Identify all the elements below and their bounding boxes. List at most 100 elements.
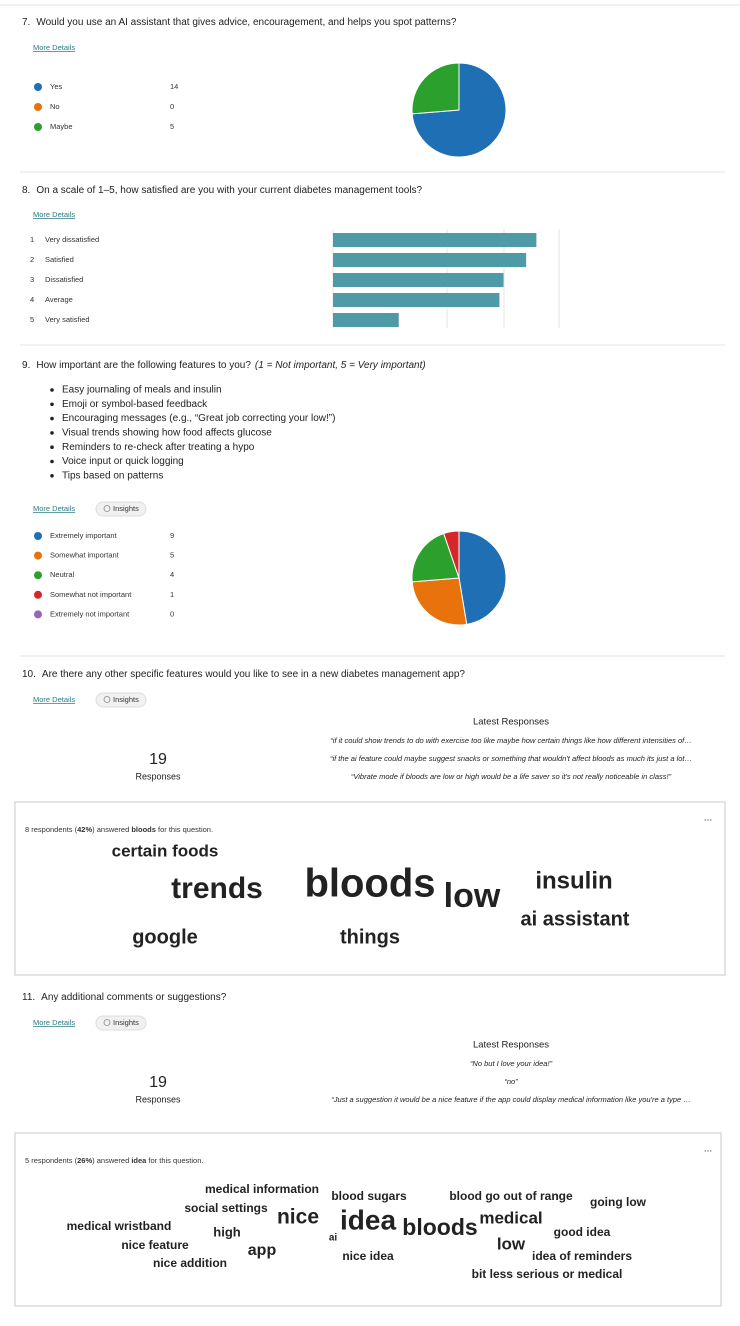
word-cloud-word: going low [590, 1195, 647, 1209]
word-cloud-summary: 8 respondents (42%) answered bloods for … [25, 825, 213, 834]
card-menu[interactable]: ... [704, 813, 712, 824]
latest-response: “No but I love your idea!” [470, 1059, 553, 1068]
more-details-link[interactable]: More Details [33, 504, 75, 513]
question-title-part: (1 = Not important, 5 = Very important) [255, 360, 426, 371]
bar-label: Satisfied [45, 255, 74, 264]
pie-slice [411, 62, 460, 115]
more-details-link[interactable]: More Details [33, 43, 75, 52]
question-title-part: Any additional comments or suggestions? [41, 992, 227, 1003]
bar-label: Very satisfied [45, 315, 90, 324]
legend-count: 1 [170, 590, 174, 599]
question-title-part: 9. [22, 360, 30, 371]
legend-swatch [34, 532, 42, 540]
legend-swatch [34, 551, 42, 560]
pie-slice [443, 530, 460, 579]
question-title: 7. Would you use an AI assistant that giv… [22, 17, 457, 28]
word-cloud-word: things [340, 926, 400, 948]
question-title: 11. Any additional comments or suggestion… [22, 992, 227, 1003]
question-title-part: 7. [22, 17, 30, 28]
bar [333, 253, 527, 267]
rank-number: 2 [30, 255, 34, 264]
feature-item: Encouraging messages (e.g., “Great job c… [62, 413, 335, 424]
word-cloud-word: idea [340, 1204, 396, 1235]
feature-item: Voice input or quick logging [62, 456, 184, 467]
legend-count: 14 [170, 82, 178, 91]
bar-label: Dissatisfied [45, 275, 83, 284]
word-cloud-word: nice idea [342, 1249, 394, 1263]
word-cloud-word: low [444, 877, 501, 915]
bullet [50, 416, 54, 421]
bulb-icon [103, 696, 111, 703]
latest-responses-label: Latest Responses [473, 717, 549, 728]
question-title-part: Are there any other specific features wo… [42, 669, 465, 680]
rank-number: 5 [30, 315, 34, 324]
feature-item: Tips based on patterns [62, 470, 163, 481]
latest-response: “no” [504, 1077, 518, 1086]
legend-count: 0 [170, 102, 174, 111]
question-title-part: On a scale of 1–5, how satisfied are you… [36, 185, 422, 196]
word-cloud-word: bloods [304, 862, 435, 906]
word-cloud-word: insulin [535, 867, 612, 894]
word-cloud-word: nice [277, 1206, 319, 1229]
legend-count: 5 [170, 122, 174, 131]
responses-label: Responses [135, 771, 181, 781]
legend-label: Somewhat important [50, 551, 120, 560]
word-cloud-word: certain foods [112, 841, 219, 860]
latest-responses-label: Latest Responses [473, 1040, 549, 1051]
word-cloud-word: bloods [402, 1214, 477, 1240]
bar [333, 233, 537, 247]
word-cloud-word: bit less serious or medical [472, 1267, 623, 1281]
insights-label: Insights [113, 695, 139, 704]
insights-label: Insights [113, 504, 139, 513]
word-cloud-summary-part: bloods [131, 825, 156, 834]
word-cloud-summary-part: idea [131, 1156, 147, 1165]
question-title-part: Would you use an AI assistant that gives… [36, 17, 457, 28]
legend-count: 5 [170, 551, 174, 560]
card-menu[interactable]: ... [704, 1144, 712, 1155]
word-cloud-card [14, 801, 726, 976]
latest-response: “if it could show trends to do with exer… [330, 736, 691, 745]
question-title-part: 11. [22, 992, 35, 1003]
latest-response: “Just a suggestion it would be a nice fe… [331, 1095, 691, 1104]
word-cloud-summary-part: 8 respondents ( [25, 825, 78, 834]
legend-swatch [34, 123, 42, 131]
word-cloud-word: blood go out of range [449, 1189, 573, 1203]
legend-count: 9 [170, 531, 174, 540]
more-details-link[interactable]: More Details [33, 210, 75, 219]
more-details-link[interactable]: More Details [33, 1018, 75, 1027]
bar [333, 313, 399, 327]
latest-response: “Vibrate mode if bloods are low or high … [351, 772, 672, 781]
bullet [50, 402, 54, 407]
legend-label: Extremely not important [50, 609, 130, 618]
question-title: 8. On a scale of 1–5, how satisfied are y… [22, 185, 423, 196]
word-cloud-word: low [497, 1234, 526, 1253]
feature-item: Emoji or symbol-based feedback [62, 399, 208, 410]
word-cloud-summary-part: 42% [77, 825, 92, 834]
rank-number: 3 [30, 275, 34, 284]
more-details-link[interactable]: More Details [33, 695, 75, 704]
question-title: 10. Are there any other specific features… [22, 669, 465, 680]
word-cloud-word: trends [171, 872, 263, 905]
word-cloud-summary: 5 respondents (26%) answered idea for th… [25, 1156, 203, 1165]
pie-slice [411, 532, 460, 583]
bullet [50, 445, 54, 450]
question-title-part: How important are the following features… [36, 360, 251, 371]
word-cloud-word: medical wristband [67, 1219, 172, 1233]
latest-response: “if the ai feature could maybe suggest s… [330, 754, 692, 763]
word-cloud-word: medical information [205, 1182, 319, 1196]
legend-swatch [34, 571, 42, 580]
word-cloud-word: social settings [184, 1201, 268, 1215]
bullet [50, 431, 54, 435]
word-cloud-word: ai assistant [521, 908, 630, 930]
feature-item: Visual trends showing how food affects g… [62, 428, 272, 439]
responses-count: 19 [149, 751, 167, 768]
word-cloud-card [14, 1132, 722, 1307]
legend-swatch [34, 610, 42, 619]
responses-count: 19 [149, 1074, 167, 1091]
word-cloud-summary-part: ) answered [92, 1156, 131, 1165]
word-cloud-word: google [132, 926, 198, 948]
word-cloud-word: good idea [554, 1225, 611, 1239]
bar [333, 273, 504, 287]
word-cloud-word: nice feature [121, 1238, 189, 1252]
